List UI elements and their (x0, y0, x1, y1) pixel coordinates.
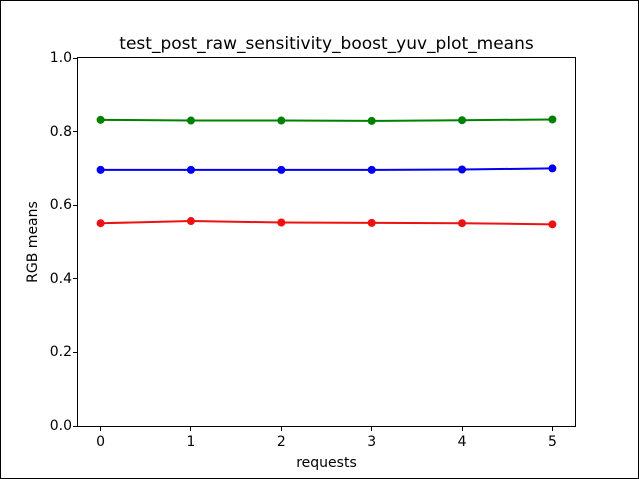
marker-blue-channel-mean (367, 165, 376, 174)
x-tick-mark (190, 427, 192, 431)
series-line-green-channel-mean (100, 118, 553, 122)
marker-red-channel-mean (96, 219, 105, 228)
y-tick-label: 1.0 (49, 50, 72, 66)
series-line-red-channel-mean (100, 220, 553, 226)
marker-blue-channel-mean (458, 165, 467, 174)
x-tick-mark (371, 427, 373, 431)
x-tick-mark (280, 427, 282, 431)
marker-green-channel-mean (548, 115, 557, 124)
marker-red-channel-mean (277, 218, 286, 227)
marker-red-channel-mean (367, 218, 376, 227)
x-tick-mark (461, 427, 463, 431)
y-tick-mark (73, 131, 77, 133)
x-axis-label: requests (296, 455, 357, 471)
y-tick-mark (73, 278, 77, 280)
y-tick-label: 0.0 (49, 418, 72, 434)
y-tick-label: 0.2 (49, 344, 72, 361)
y-tick-mark (73, 425, 77, 427)
x-tick-mark (100, 427, 102, 431)
x-tick-label: 1 (186, 434, 196, 450)
marker-red-channel-mean (458, 219, 467, 228)
y-tick-mark (73, 351, 77, 353)
marker-green-channel-mean (458, 116, 467, 125)
marker-green-channel-mean (96, 115, 105, 124)
y-tick-label: 0.4 (49, 270, 72, 287)
marker-green-channel-mean (186, 116, 195, 125)
y-tick-label: 0.6 (49, 197, 72, 214)
x-tick-label: 4 (457, 434, 467, 450)
y-tick-mark (73, 204, 77, 206)
marker-green-channel-mean (367, 116, 376, 125)
marker-blue-channel-mean (96, 165, 105, 174)
marker-red-channel-mean (186, 217, 195, 226)
chart-title: test_post_raw_sensitivity_boost_yuv_plot… (119, 34, 534, 54)
marker-green-channel-mean (277, 116, 286, 125)
plot-area (77, 57, 576, 427)
y-tick-label: 0.8 (49, 123, 72, 140)
series-line-blue-channel-mean (100, 167, 553, 171)
x-tick-label: 3 (367, 434, 377, 450)
x-tick-label: 2 (276, 434, 286, 450)
marker-blue-channel-mean (186, 165, 195, 174)
marker-blue-channel-mean (277, 165, 286, 174)
x-tick-mark (551, 427, 553, 431)
y-axis-label: RGB means (25, 201, 41, 283)
x-tick-label: 5 (547, 434, 557, 450)
y-tick-mark (73, 57, 77, 59)
marker-blue-channel-mean (548, 164, 557, 173)
marker-red-channel-mean (548, 220, 557, 229)
x-tick-label: 0 (96, 434, 106, 450)
plot-lines-svg (96, 115, 557, 229)
